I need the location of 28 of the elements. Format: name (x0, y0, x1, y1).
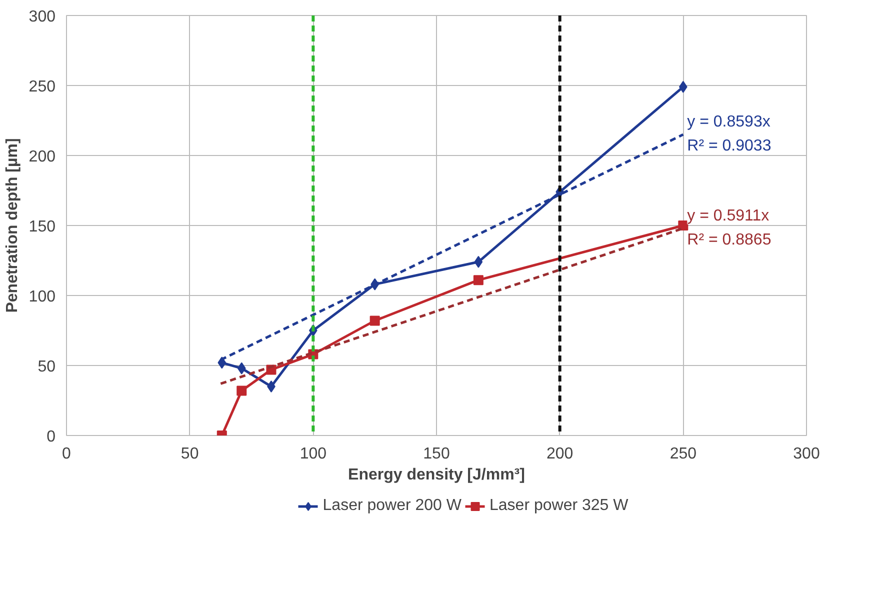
x-tick-label: 150 (423, 446, 450, 462)
point (370, 316, 380, 326)
x-tick-label: 0 (62, 446, 72, 462)
x-tick-label: 50 (180, 446, 199, 462)
point (473, 275, 484, 286)
point (267, 380, 276, 392)
y-tick-label: 150 (28, 218, 56, 236)
point (236, 386, 247, 396)
legend-label: Laser power 325 W (490, 497, 628, 515)
x-tick-label: 100 (300, 446, 327, 462)
legend-label: Laser power 200 W (322, 497, 462, 515)
annotation: y = 0.8593x (687, 114, 770, 130)
point (474, 256, 483, 268)
x-tick-label: 250 (670, 446, 697, 462)
y-axis-title: Penetration depth [µm] (4, 138, 21, 313)
annotation: R² = 0.9033 (687, 138, 772, 154)
annotation: y = 0.5911x (687, 207, 770, 224)
annotation: R² = 0.8865 (687, 231, 772, 248)
x-axis-title: Energy density [J/mm³] (348, 466, 525, 484)
x-tick-label: 300 (793, 446, 820, 462)
point (237, 362, 246, 374)
y-tick-label: 0 (46, 428, 56, 446)
x-tick-label: 200 (546, 446, 574, 462)
y-tick-label: 50 (38, 358, 56, 376)
y-tick-label: 100 (28, 288, 56, 306)
y-tick-label: 200 (28, 148, 56, 166)
y-tick-label: 300 (28, 8, 56, 26)
y-tick-label: 250 (28, 78, 56, 96)
